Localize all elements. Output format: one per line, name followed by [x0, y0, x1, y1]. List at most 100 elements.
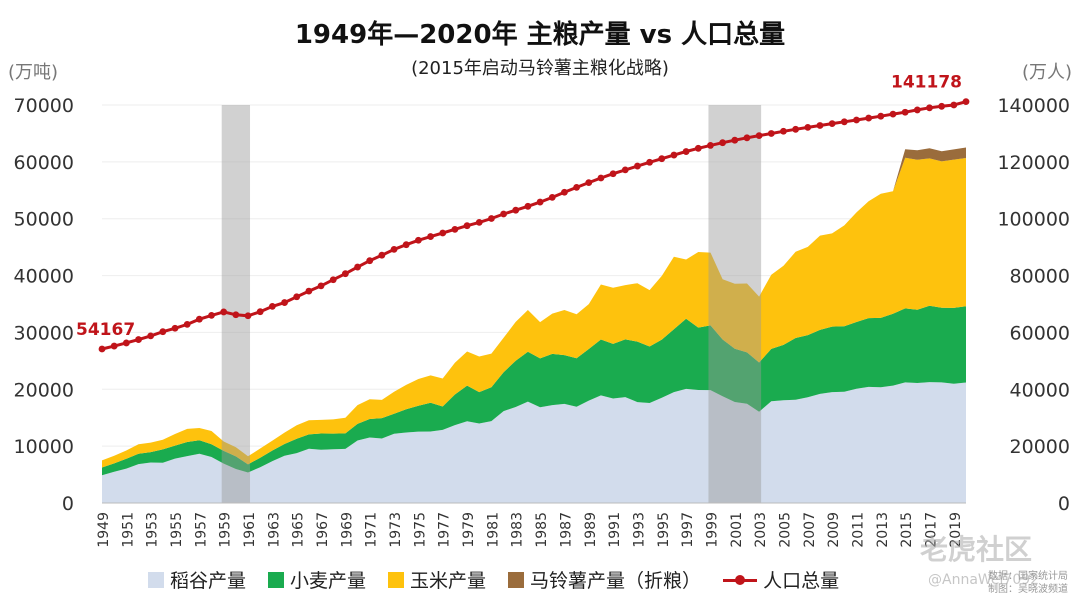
x-tick-label: 1989 — [583, 512, 599, 548]
population-annotation: 54167 — [76, 320, 135, 340]
y-right-tick-label: 120000 — [997, 152, 1070, 174]
y-left-tick-label: 50000 — [14, 209, 74, 231]
credit-author: 制图：吴晓波频道 — [988, 584, 1068, 595]
population-point — [962, 98, 970, 106]
x-tick-label: 1977 — [437, 512, 453, 548]
x-tick-label: 1985 — [534, 512, 550, 548]
legend-item-corn: 玉米产量 — [388, 566, 486, 593]
population-point — [865, 114, 873, 122]
population-point — [402, 241, 410, 249]
legend-label-rice: 稻谷产量 — [170, 570, 247, 592]
population-annotation: 141178 — [891, 73, 962, 93]
x-tick-label: 1975 — [412, 512, 428, 548]
population-point — [853, 116, 860, 124]
population-point — [658, 155, 666, 163]
population-point — [390, 245, 398, 253]
x-tick-label: 1993 — [631, 512, 647, 548]
y-left-tick-label: 0 — [62, 493, 74, 515]
y-right-tick-label: 140000 — [997, 95, 1070, 117]
population-point — [743, 134, 751, 142]
legend-swatch-population — [723, 572, 758, 588]
x-tick-label: 1953 — [145, 512, 161, 548]
x-tick-label: 1971 — [364, 512, 380, 548]
population-point — [329, 276, 337, 284]
x-tick-label: 1963 — [266, 512, 282, 548]
population-point — [293, 293, 301, 301]
legend-label-corn: 玉米产量 — [410, 570, 487, 592]
y-left-tick-label: 10000 — [14, 436, 74, 458]
right-axis-unit: (万人) — [1021, 62, 1072, 83]
population-point — [707, 142, 714, 149]
area-rice — [102, 382, 966, 503]
population-point — [548, 193, 556, 201]
watermark: 老虎社区 — [920, 533, 1033, 566]
population-point — [597, 174, 605, 182]
population-point — [475, 218, 483, 226]
chart-subtitle: (2015年启动马铃薯主粮化战略) — [411, 58, 669, 79]
y-left-tick-label: 70000 — [14, 95, 74, 117]
y-right-tick-label: 0 — [1058, 493, 1070, 515]
x-tick-label: 1995 — [656, 512, 672, 548]
population-line — [98, 98, 970, 353]
population-point — [110, 342, 118, 350]
population-point — [305, 287, 313, 295]
x-tick-label: 1965 — [291, 512, 307, 548]
y-right-tick-label: 40000 — [1010, 379, 1070, 401]
x-tick-label: 1951 — [120, 512, 136, 548]
population-point — [804, 123, 812, 131]
legend-swatch-potato — [508, 571, 525, 588]
legend-swatch-corn — [388, 571, 405, 588]
tick-labels: 0 10000 20000 30000 40000 50000 60000 70000 0 200… — [14, 95, 1070, 548]
legend-label-wheat: 小麦产量 — [290, 570, 367, 592]
population-point — [755, 132, 763, 140]
population-point — [281, 299, 288, 306]
population-point — [414, 236, 422, 244]
population-point — [268, 302, 276, 310]
population-point — [585, 179, 593, 186]
annotations: 54167 141178 — [76, 73, 962, 340]
population-point — [634, 162, 641, 170]
population-point — [98, 345, 106, 353]
x-tick-label: 1973 — [388, 512, 404, 548]
chart-title: 1949年—2020年 主粮产量 vs 人口总量 — [294, 20, 786, 50]
population-point — [232, 311, 240, 319]
population-point — [378, 251, 386, 259]
x-tick-label: 1949 — [96, 512, 112, 548]
population-point — [646, 158, 654, 166]
population-point — [427, 233, 434, 240]
population-point — [719, 139, 727, 147]
population-point — [950, 101, 958, 109]
x-tick-label: 1987 — [558, 512, 574, 548]
y-right-tick-label: 60000 — [1010, 322, 1070, 344]
x-tick-label: 1981 — [485, 512, 501, 548]
x-tick-label: 2015 — [899, 512, 915, 548]
population-point — [439, 229, 447, 237]
area-wheat — [102, 305, 966, 476]
y-right-tick-label: 80000 — [1010, 266, 1070, 288]
population-point — [463, 222, 471, 230]
population-point — [159, 328, 167, 336]
population-point — [451, 225, 459, 233]
x-tick-label: 1957 — [193, 512, 209, 548]
population-point — [913, 106, 921, 114]
x-tick-label: 2009 — [826, 512, 842, 548]
data-credit: 数据：国家统计局 制图：吴晓波频道 — [988, 570, 1068, 596]
shaded-period — [708, 105, 762, 503]
population-point — [621, 166, 629, 174]
population-point — [512, 206, 520, 214]
x-tick-label: 2013 — [875, 512, 891, 548]
population-point — [256, 308, 264, 316]
population-point — [317, 282, 325, 290]
population-point — [147, 332, 155, 340]
population-point — [122, 339, 130, 347]
population-point — [171, 324, 179, 332]
population-point — [792, 125, 800, 133]
stacked-areas — [102, 147, 966, 503]
y-left-tick-label: 30000 — [14, 322, 74, 344]
x-tick-label: 1959 — [218, 512, 234, 548]
population-point — [536, 198, 544, 206]
population-point — [938, 102, 946, 110]
population-point — [901, 108, 909, 116]
legend-item-potato: 马铃薯产量（折粮） — [508, 566, 701, 593]
legend-swatch-wheat — [268, 571, 285, 588]
